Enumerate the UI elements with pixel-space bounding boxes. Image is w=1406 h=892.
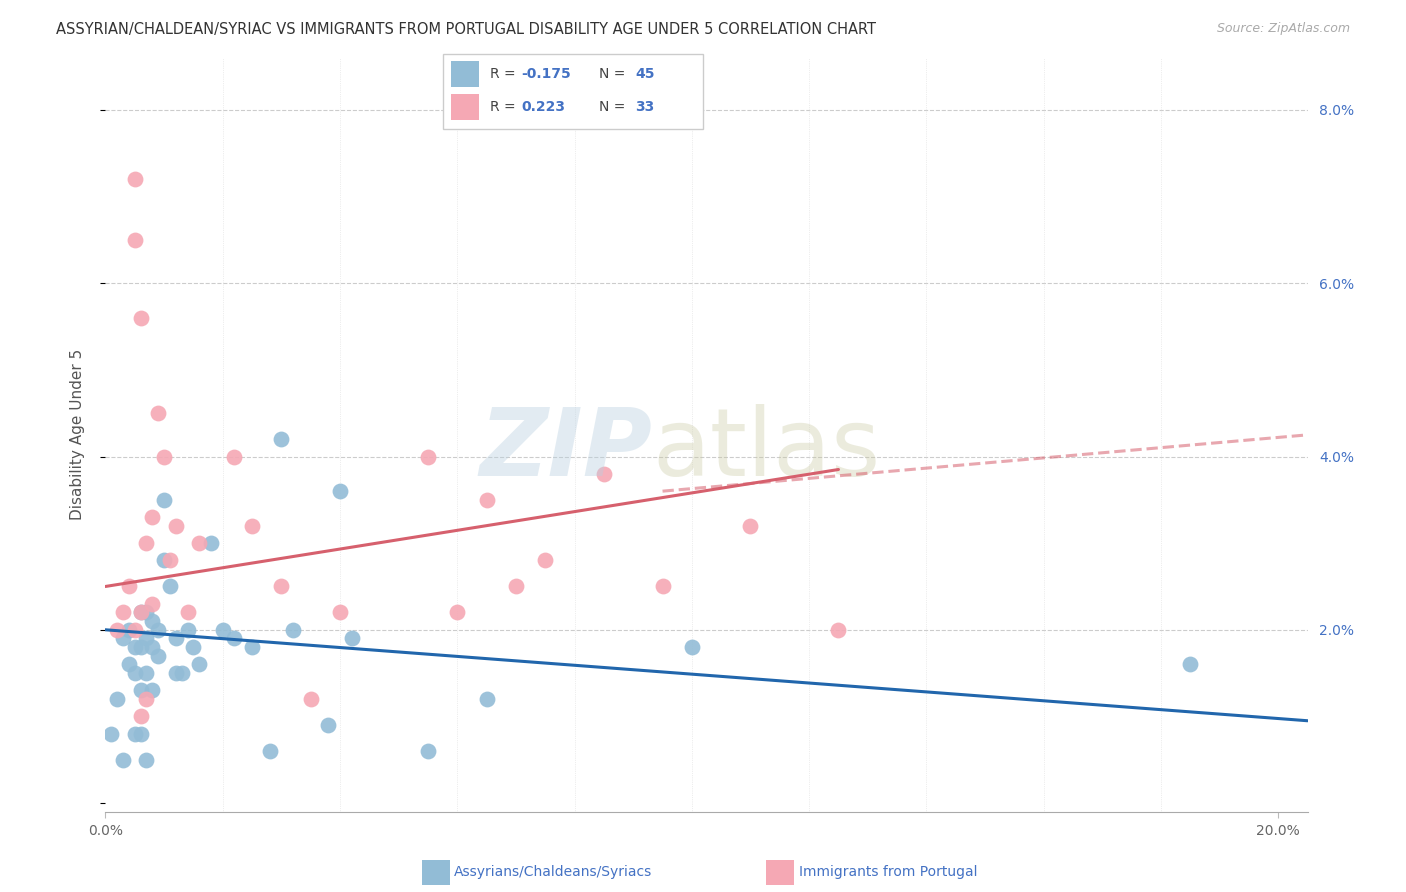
Point xyxy=(681,640,703,654)
Point xyxy=(141,683,163,698)
Bar xyxy=(451,95,479,120)
Y-axis label: Disability Age Under 5: Disability Age Under 5 xyxy=(70,350,84,520)
Point xyxy=(240,518,263,533)
Point xyxy=(416,450,439,464)
Text: N =: N = xyxy=(599,101,630,114)
Point xyxy=(105,623,128,637)
Point xyxy=(153,492,176,507)
Point xyxy=(165,632,187,646)
Point xyxy=(135,692,157,706)
Point xyxy=(112,753,135,767)
Point xyxy=(129,606,152,620)
Point xyxy=(316,718,339,732)
Text: 33: 33 xyxy=(636,101,655,114)
Point xyxy=(118,657,141,672)
Text: 0.223: 0.223 xyxy=(520,101,565,114)
Point xyxy=(593,467,616,481)
Point xyxy=(135,632,157,646)
Point xyxy=(148,406,170,420)
Point xyxy=(534,553,557,567)
Point xyxy=(129,640,152,654)
Point xyxy=(135,753,157,767)
Point xyxy=(329,484,352,499)
Point xyxy=(740,518,762,533)
Point xyxy=(329,606,352,620)
Point xyxy=(200,536,222,550)
Point xyxy=(159,553,181,567)
Point xyxy=(129,310,152,325)
Point xyxy=(135,606,157,620)
Point xyxy=(129,606,152,620)
Point xyxy=(270,432,292,446)
Text: ZIP: ZIP xyxy=(479,404,652,496)
Point xyxy=(129,683,152,698)
Point xyxy=(259,744,281,758)
Point xyxy=(148,648,170,663)
Point xyxy=(129,709,152,723)
Text: N =: N = xyxy=(599,67,630,81)
Point xyxy=(475,692,498,706)
Point xyxy=(141,640,163,654)
Point xyxy=(165,518,187,533)
Point xyxy=(475,492,498,507)
Point xyxy=(118,623,141,637)
Point xyxy=(118,579,141,593)
Bar xyxy=(451,62,479,87)
Point xyxy=(240,640,263,654)
Point xyxy=(112,632,135,646)
Point xyxy=(1180,657,1202,672)
Point xyxy=(124,623,146,637)
Point xyxy=(124,640,146,654)
Point xyxy=(505,579,527,593)
Text: atlas: atlas xyxy=(652,404,880,496)
Point xyxy=(340,632,363,646)
Point xyxy=(224,632,246,646)
Point xyxy=(211,623,233,637)
Point xyxy=(153,450,176,464)
Point xyxy=(224,450,246,464)
Point xyxy=(124,172,146,186)
Point xyxy=(124,666,146,681)
Point xyxy=(170,666,193,681)
Point xyxy=(299,692,322,706)
Text: 45: 45 xyxy=(636,67,655,81)
Point xyxy=(141,597,163,611)
Point xyxy=(159,579,181,593)
Point xyxy=(827,623,849,637)
Text: R =: R = xyxy=(489,67,520,81)
Point xyxy=(100,727,122,741)
Point xyxy=(188,657,211,672)
Point xyxy=(416,744,439,758)
Point xyxy=(141,510,163,524)
Point xyxy=(105,692,128,706)
Point xyxy=(135,536,157,550)
Text: -0.175: -0.175 xyxy=(520,67,571,81)
Text: Assyrians/Chaldeans/Syriacs: Assyrians/Chaldeans/Syriacs xyxy=(454,865,652,880)
Point xyxy=(446,606,468,620)
Point xyxy=(141,614,163,628)
Point xyxy=(183,640,205,654)
Text: Source: ZipAtlas.com: Source: ZipAtlas.com xyxy=(1216,22,1350,36)
Point xyxy=(153,553,176,567)
Point xyxy=(188,536,211,550)
Text: ASSYRIAN/CHALDEAN/SYRIAC VS IMMIGRANTS FROM PORTUGAL DISABILITY AGE UNDER 5 CORR: ASSYRIAN/CHALDEAN/SYRIAC VS IMMIGRANTS F… xyxy=(56,22,876,37)
Point xyxy=(165,666,187,681)
Point xyxy=(176,623,198,637)
Point xyxy=(176,606,198,620)
Point xyxy=(270,579,292,593)
Point xyxy=(135,666,157,681)
Point xyxy=(112,606,135,620)
Point xyxy=(148,623,170,637)
Point xyxy=(651,579,673,593)
Text: R =: R = xyxy=(489,101,520,114)
Point xyxy=(124,727,146,741)
Point xyxy=(129,727,152,741)
Point xyxy=(281,623,304,637)
Point xyxy=(124,233,146,247)
Text: Immigrants from Portugal: Immigrants from Portugal xyxy=(799,865,977,880)
